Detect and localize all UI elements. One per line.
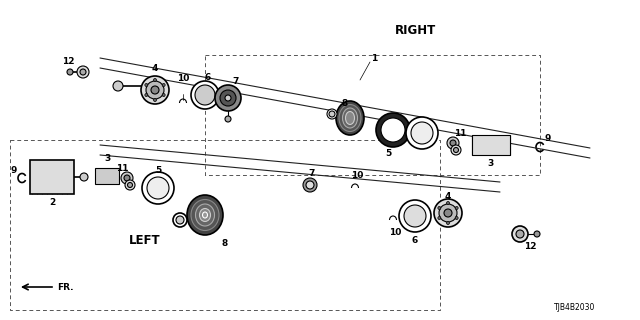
Bar — [30, 160, 74, 194]
Text: 8: 8 — [222, 238, 228, 247]
Text: 7: 7 — [233, 76, 239, 85]
Text: FR.: FR. — [57, 283, 74, 292]
Text: 5: 5 — [385, 148, 391, 157]
Text: 10: 10 — [177, 74, 189, 83]
Text: 4: 4 — [445, 191, 451, 201]
Ellipse shape — [346, 111, 355, 124]
Ellipse shape — [200, 209, 211, 221]
Ellipse shape — [187, 195, 223, 235]
Text: RIGHT: RIGHT — [394, 23, 436, 36]
Text: 4: 4 — [152, 63, 158, 73]
Text: 9: 9 — [545, 133, 551, 142]
Circle shape — [162, 84, 165, 86]
Circle shape — [162, 93, 165, 97]
Circle shape — [516, 230, 524, 238]
Circle shape — [451, 145, 461, 155]
Text: 10: 10 — [389, 228, 401, 236]
Circle shape — [439, 204, 457, 222]
Circle shape — [145, 93, 148, 97]
Circle shape — [434, 199, 462, 227]
Circle shape — [404, 205, 426, 227]
Circle shape — [376, 113, 410, 147]
Circle shape — [455, 217, 458, 220]
Circle shape — [124, 175, 130, 181]
Circle shape — [534, 231, 540, 237]
Circle shape — [220, 90, 236, 106]
Ellipse shape — [191, 199, 219, 230]
Circle shape — [145, 84, 148, 86]
Text: 6: 6 — [205, 73, 211, 82]
Bar — [95, 168, 119, 184]
Circle shape — [512, 226, 528, 242]
Circle shape — [447, 221, 449, 225]
Circle shape — [80, 173, 88, 181]
Circle shape — [303, 178, 317, 192]
Ellipse shape — [195, 204, 214, 226]
Text: TJB4B2030: TJB4B2030 — [554, 303, 595, 313]
Circle shape — [154, 99, 157, 101]
Text: 10: 10 — [351, 171, 363, 180]
Circle shape — [381, 118, 405, 142]
Text: 12: 12 — [61, 57, 74, 66]
Circle shape — [225, 116, 231, 122]
Circle shape — [225, 95, 231, 101]
Circle shape — [176, 216, 184, 224]
Text: 3: 3 — [104, 154, 110, 163]
Circle shape — [80, 69, 86, 75]
Circle shape — [327, 109, 337, 119]
Text: 11: 11 — [454, 129, 467, 138]
Circle shape — [411, 122, 433, 144]
Circle shape — [450, 211, 460, 221]
Text: 9: 9 — [11, 165, 17, 174]
Text: 3: 3 — [487, 158, 493, 167]
Circle shape — [125, 180, 135, 190]
Circle shape — [399, 200, 431, 232]
Bar — [472, 135, 510, 155]
Circle shape — [146, 81, 164, 99]
Circle shape — [127, 182, 132, 188]
Text: 6: 6 — [412, 236, 418, 244]
Circle shape — [447, 137, 459, 149]
Text: 11: 11 — [116, 164, 128, 172]
Text: 2: 2 — [49, 197, 55, 206]
Ellipse shape — [336, 101, 364, 135]
Circle shape — [444, 209, 452, 217]
Text: 7: 7 — [309, 169, 315, 178]
Text: 12: 12 — [524, 242, 536, 251]
Circle shape — [438, 217, 441, 220]
Circle shape — [438, 206, 441, 210]
Text: 8: 8 — [342, 99, 348, 108]
Circle shape — [329, 111, 335, 117]
Circle shape — [454, 148, 458, 153]
Circle shape — [306, 181, 314, 189]
Circle shape — [450, 140, 456, 146]
Circle shape — [147, 177, 169, 199]
Circle shape — [142, 172, 174, 204]
Circle shape — [141, 76, 169, 104]
Circle shape — [173, 213, 187, 227]
Text: LEFT: LEFT — [129, 234, 161, 246]
Circle shape — [406, 117, 438, 149]
Circle shape — [195, 85, 215, 105]
Circle shape — [447, 202, 449, 204]
Circle shape — [191, 81, 219, 109]
Ellipse shape — [339, 105, 361, 132]
Ellipse shape — [202, 212, 207, 218]
Circle shape — [121, 172, 133, 184]
Circle shape — [67, 69, 73, 75]
Circle shape — [215, 85, 241, 111]
Circle shape — [154, 78, 157, 82]
Circle shape — [455, 206, 458, 210]
Circle shape — [113, 81, 123, 91]
Circle shape — [151, 86, 159, 94]
Text: 1: 1 — [371, 53, 377, 62]
Circle shape — [77, 66, 89, 78]
Text: 5: 5 — [155, 165, 161, 174]
Ellipse shape — [342, 108, 358, 128]
